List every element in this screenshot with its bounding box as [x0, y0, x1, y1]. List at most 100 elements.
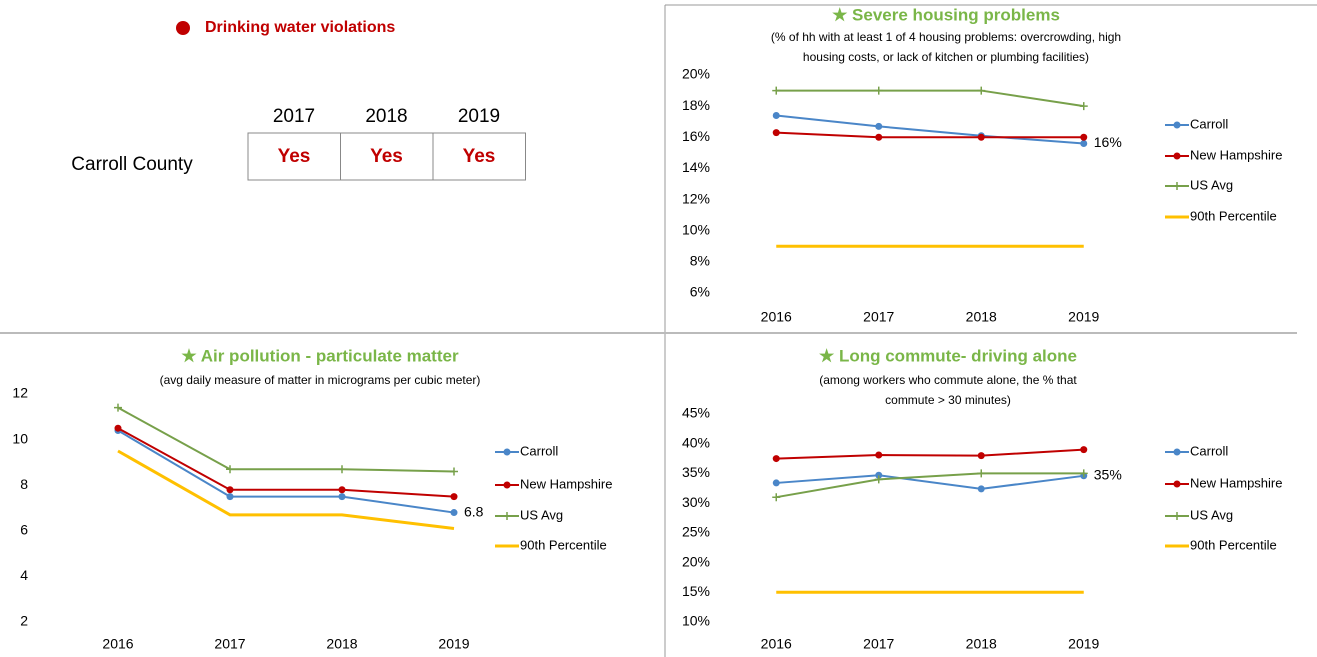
y-tick-label: 12: [12, 385, 28, 401]
legend-label: Carroll: [1190, 443, 1228, 458]
series-line: [117, 427, 455, 498]
y-tick-label: 40%: [682, 434, 710, 450]
year-header: 2019: [458, 106, 500, 127]
series-line: [776, 474, 1084, 490]
point: [772, 111, 780, 119]
point: [1080, 133, 1088, 141]
chart-subtitle: (avg daily measure of matter in microgra…: [160, 373, 481, 387]
point: [875, 451, 883, 459]
legend-marker: [503, 481, 511, 489]
legend-marker: [1173, 480, 1181, 488]
y-tick-label: 10%: [682, 613, 710, 629]
x-tick-label: 2017: [863, 309, 894, 325]
y-tick-label: 4: [20, 567, 28, 583]
point: [772, 493, 781, 502]
legend-marker: [1173, 152, 1181, 160]
table-cell: [432, 132, 526, 181]
row-label: Carroll County: [71, 154, 193, 175]
series-line: [776, 131, 1084, 139]
chart-title: ★ Long commute- driving alone: [819, 346, 1077, 365]
y-tick-label: 10%: [682, 221, 710, 237]
y-tick-label: 6: [20, 522, 28, 538]
point: [772, 129, 780, 137]
point: [875, 133, 883, 141]
y-tick-label: 30%: [682, 494, 710, 510]
year-header: 2017: [273, 106, 315, 127]
point: [450, 509, 458, 517]
legend-marker: [1173, 448, 1181, 456]
series-line: [776, 89, 1084, 108]
point: [226, 465, 234, 474]
y-tick-label: 8: [20, 476, 28, 492]
y-tick-label: 8%: [690, 253, 710, 269]
legend-label: New Hampshire: [1190, 475, 1282, 490]
chart-subtitle: housing costs, or lack of kitchen or plu…: [803, 50, 1089, 64]
series-line: [776, 114, 1084, 145]
x-tick-label: 2018: [966, 636, 997, 652]
point: [226, 493, 234, 501]
data-label: 35%: [1094, 467, 1122, 483]
legend-label: New Hampshire: [1190, 147, 1282, 162]
series-line: [117, 449, 455, 531]
x-tick-label: 2016: [102, 636, 133, 652]
point: [338, 465, 346, 474]
point: [338, 486, 346, 494]
point: [1079, 102, 1088, 111]
bullet: [176, 21, 190, 35]
legend-marker: [503, 448, 511, 456]
series-line: [776, 472, 1084, 499]
point: [977, 485, 985, 493]
legend-label: US Avg: [520, 507, 563, 522]
point: [772, 479, 780, 487]
legend-marker: [503, 512, 511, 520]
y-tick-label: 16%: [682, 128, 710, 144]
point: [114, 424, 122, 432]
point: [226, 486, 234, 494]
x-tick-label: 2016: [761, 309, 792, 325]
y-tick-label: 2: [20, 613, 28, 629]
point: [772, 455, 780, 463]
chart-subtitle: commute > 30 minutes): [885, 393, 1011, 407]
x-tick-label: 2018: [966, 309, 997, 325]
point: [450, 493, 458, 501]
table-title: Drinking water violations: [205, 19, 395, 36]
point: [1079, 469, 1088, 478]
y-tick-label: 18%: [682, 97, 710, 113]
chart-title: ★ Air pollution - particulate matter: [181, 346, 459, 365]
point: [875, 122, 883, 130]
legend-label: US Avg: [1190, 507, 1233, 522]
y-tick-label: 6%: [690, 284, 710, 300]
x-tick-label: 2018: [326, 636, 357, 652]
series-line: [117, 429, 455, 514]
chart-title: ★ Severe housing problems: [832, 5, 1060, 24]
point: [450, 467, 458, 476]
x-tick-label: 2019: [1068, 636, 1099, 652]
y-tick-label: 45%: [682, 405, 710, 421]
legend-marker: [1173, 182, 1181, 190]
y-tick-label: 20%: [682, 553, 710, 569]
point: [114, 403, 122, 412]
legend-marker: [1173, 121, 1181, 129]
y-tick-label: 15%: [682, 583, 710, 599]
legend-label: 90th Percentile: [1190, 537, 1277, 552]
y-tick-label: 35%: [682, 464, 710, 480]
point: [874, 475, 883, 484]
y-tick-label: 10: [12, 430, 28, 446]
x-tick-label: 2019: [1068, 309, 1099, 325]
chart-subtitle: (among workers who commute alone, the % …: [819, 373, 1077, 387]
legend-label: 90th Percentile: [520, 537, 607, 552]
series-line: [776, 448, 1084, 460]
chart-subtitle: (% of hh with at least 1 of 4 housing pr…: [771, 30, 1121, 44]
x-tick-label: 2019: [438, 636, 469, 652]
cell-value: Yes: [463, 146, 496, 167]
point: [977, 469, 986, 478]
x-tick-label: 2017: [863, 636, 894, 652]
data-label: 16%: [1094, 134, 1122, 150]
series-line: [117, 406, 455, 473]
legend-label: 90th Percentile: [1190, 208, 1277, 223]
point: [977, 133, 985, 141]
point: [977, 86, 986, 95]
y-tick-label: 25%: [682, 524, 710, 540]
y-tick-label: 14%: [682, 159, 710, 175]
